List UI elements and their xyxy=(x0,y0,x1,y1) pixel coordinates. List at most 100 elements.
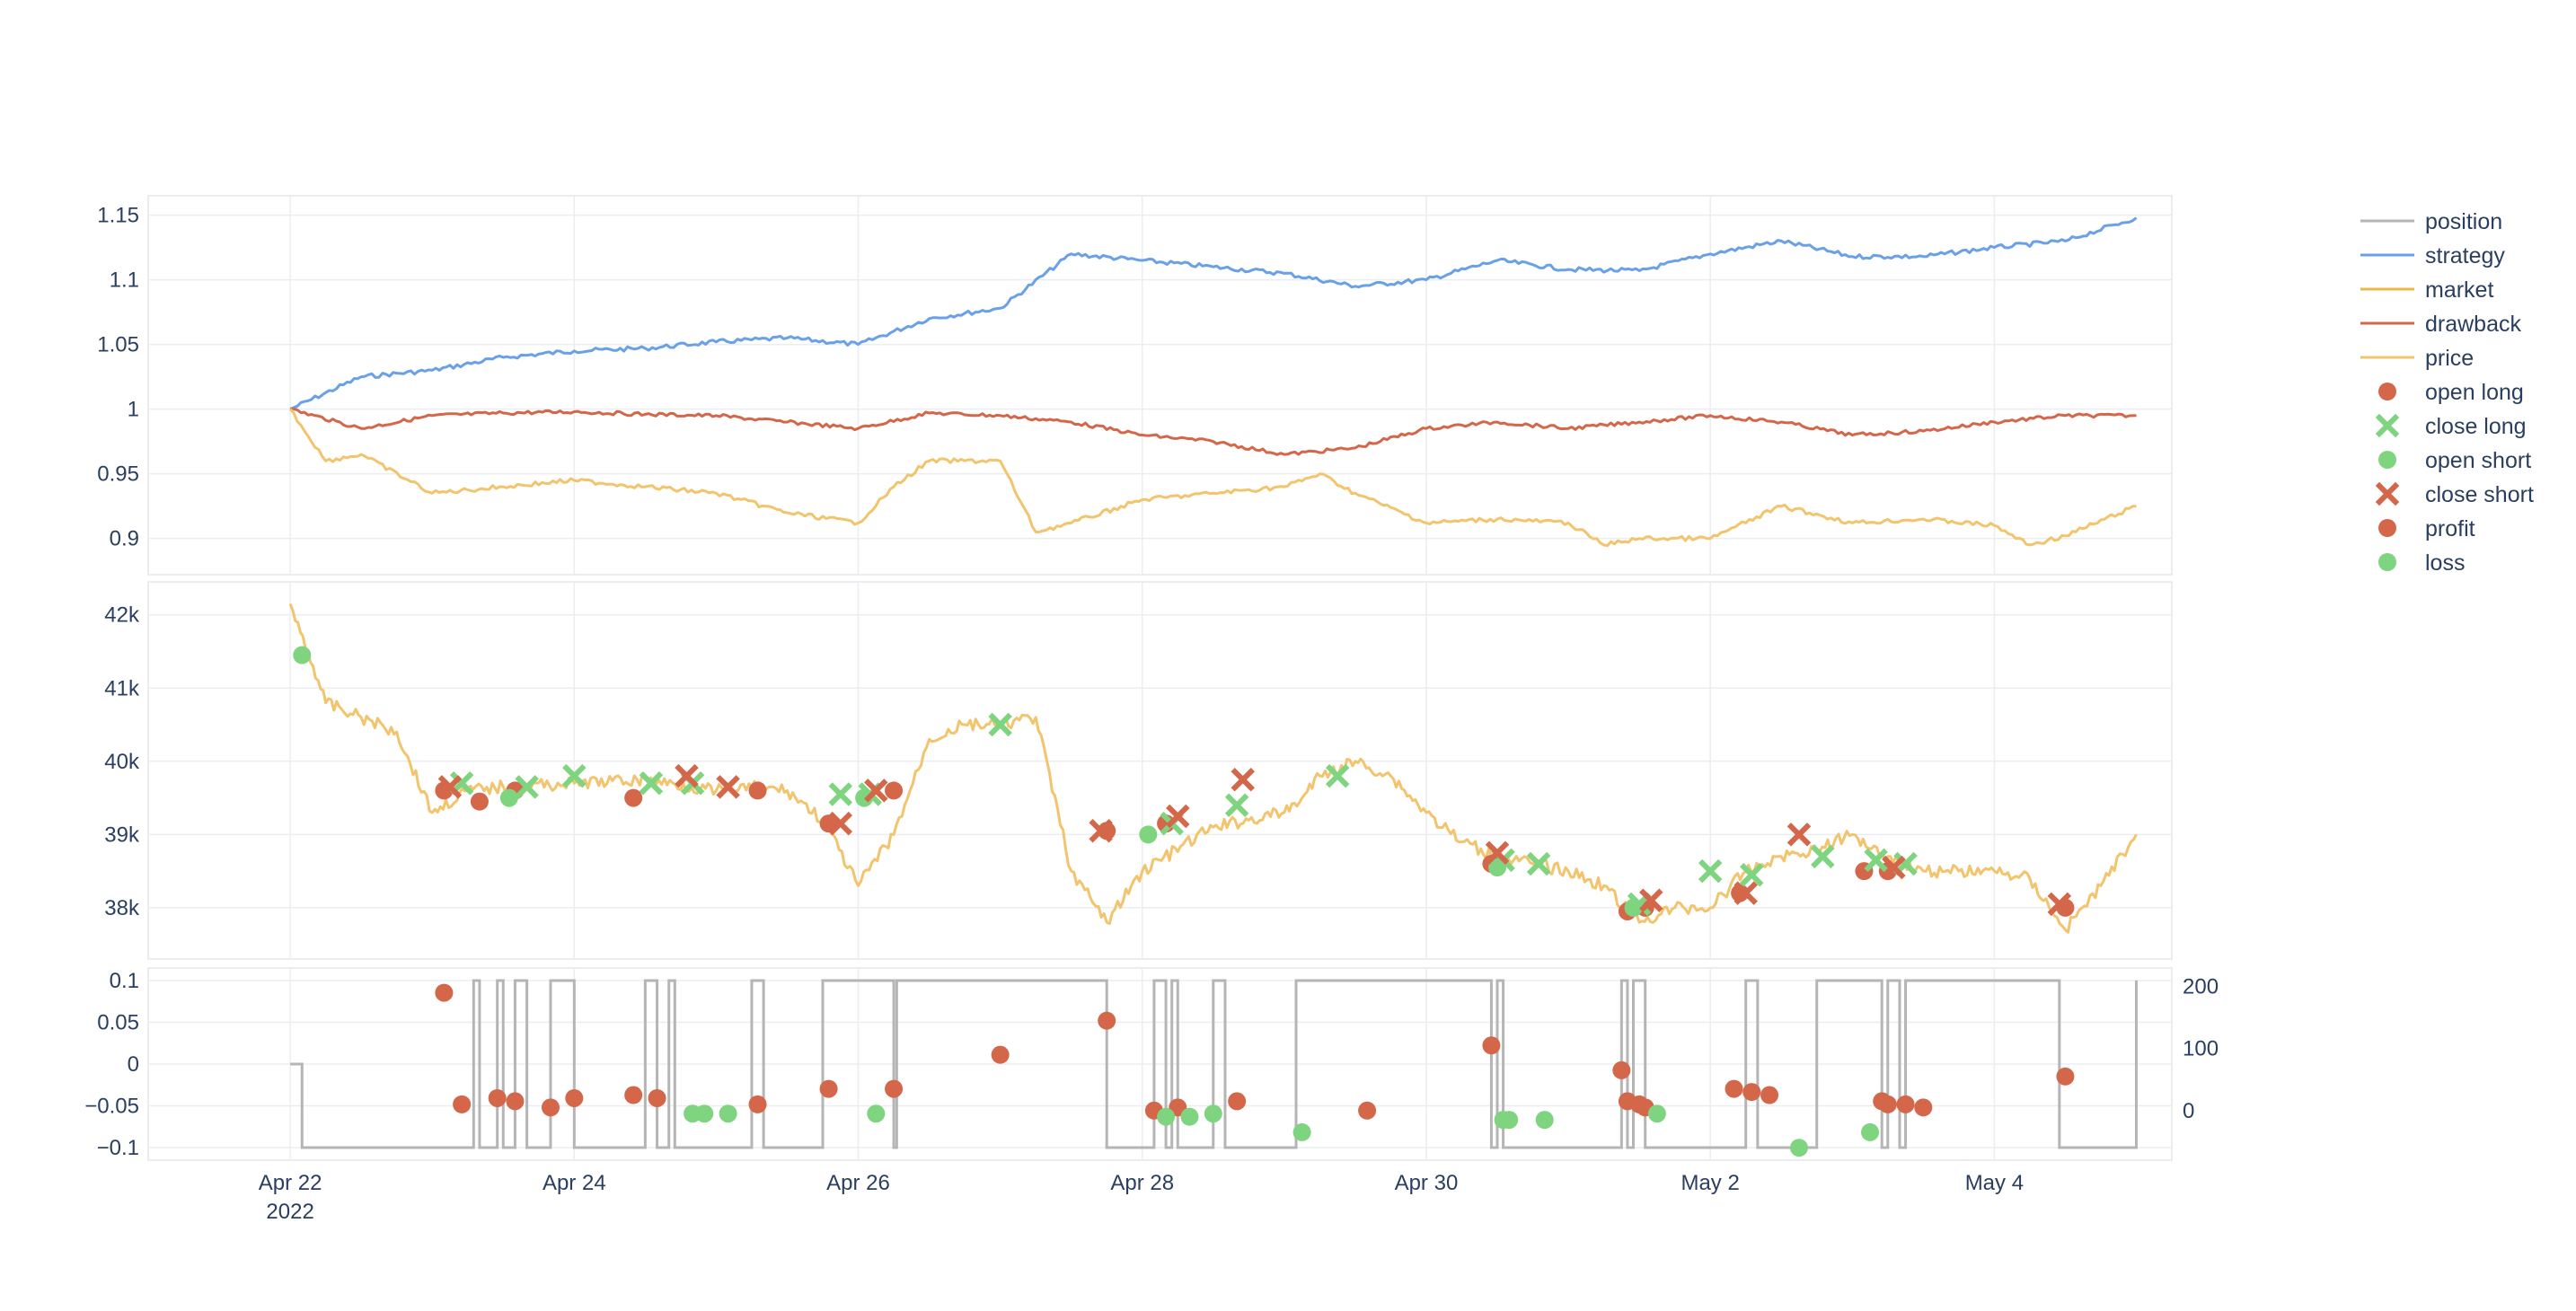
legend-item-drawback[interactable]: drawback xyxy=(2360,312,2521,337)
close-short-marker xyxy=(2047,892,2072,917)
open-long-marker xyxy=(470,792,489,811)
drawback-line xyxy=(290,408,2137,456)
legend-circle-swatch xyxy=(2378,553,2396,571)
close-long-marker xyxy=(1325,763,1350,788)
legend-item-open-short[interactable]: open short xyxy=(2378,448,2531,473)
close-short-marker xyxy=(716,775,740,799)
price-line xyxy=(288,603,2138,934)
open-long-marker xyxy=(885,781,904,800)
loss-marker xyxy=(1180,1107,1199,1126)
legend-label: open long xyxy=(2425,380,2524,405)
close-short-marker xyxy=(1485,840,1510,865)
legend-x-swatch xyxy=(2375,413,2400,438)
legend-item-position[interactable]: position xyxy=(2360,209,2502,234)
legend-circle-swatch xyxy=(2378,383,2396,400)
profit-marker xyxy=(1742,1083,1761,1102)
price-y-tick-label: 40k xyxy=(104,750,140,774)
loss-marker xyxy=(1535,1111,1554,1130)
profit-marker xyxy=(1896,1095,1915,1113)
legend-item-loss[interactable]: loss xyxy=(2378,550,2465,576)
profit-marker xyxy=(885,1079,904,1098)
position-y-tick-label: 0.05 xyxy=(97,1010,139,1034)
profit-marker xyxy=(648,1088,666,1107)
price-y-tick-label: 39k xyxy=(104,823,140,847)
profit-marker xyxy=(1358,1101,1377,1120)
legend-label: price xyxy=(2425,346,2474,371)
legend-item-strategy[interactable]: strategy xyxy=(2360,243,2505,268)
legend-label: profit xyxy=(2425,516,2475,541)
legend-item-market[interactable]: market xyxy=(2360,277,2493,303)
performance-y-tick-label: 0.95 xyxy=(97,462,139,487)
profit-marker xyxy=(1760,1086,1779,1104)
close-long-marker xyxy=(1526,851,1551,876)
close-short-marker xyxy=(1786,823,1812,847)
performance-y-tick-label: 1.05 xyxy=(97,333,139,357)
loss-marker xyxy=(1647,1104,1666,1123)
close-short-marker xyxy=(437,775,463,799)
legend-item-close-short[interactable]: close short xyxy=(2375,481,2534,507)
profit-marker xyxy=(1482,1036,1501,1055)
x-tick-label: May 4 xyxy=(1965,1171,2024,1195)
open-long-marker xyxy=(748,781,767,800)
close-short-marker xyxy=(1089,819,1113,843)
close-short-marker xyxy=(1734,881,1758,905)
x-tick-label: May 2 xyxy=(1681,1171,1739,1195)
price-y-tick-label: 38k xyxy=(104,896,140,920)
position-y-tick-label: −0.1 xyxy=(97,1136,139,1160)
legend-item-price[interactable]: price xyxy=(2360,346,2474,371)
profit-marker xyxy=(1612,1060,1631,1079)
legend-x-swatch xyxy=(2375,481,2400,506)
position-line xyxy=(290,979,2138,1149)
legend-item-open-long[interactable]: open long xyxy=(2378,380,2524,405)
performance-y-tick-label: 1 xyxy=(128,398,139,422)
legend-label: strategy xyxy=(2425,243,2505,268)
close-long-marker xyxy=(515,775,539,799)
close-long-marker xyxy=(1864,848,1888,873)
open-short-marker xyxy=(499,788,518,807)
x-tick-label: Apr 24 xyxy=(543,1171,606,1195)
legend-item-close-long[interactable]: close long xyxy=(2375,413,2527,439)
close-long-marker xyxy=(639,771,664,796)
open-short-marker xyxy=(293,646,312,664)
close-short-marker xyxy=(675,763,699,788)
chart-panels: 1.15 1.1 1.05 1 0.95 0.9 42k 41k 40k 39k 38k 0.1 0.0… xyxy=(84,195,2219,1224)
loss-marker xyxy=(1500,1111,1519,1130)
x-tick-label: 2022 xyxy=(266,1200,313,1224)
legend-circle-swatch xyxy=(2378,451,2396,469)
price-y-tick-label: 42k xyxy=(104,603,140,628)
position-y-tick-label: −0.05 xyxy=(84,1095,139,1119)
close-short-marker xyxy=(1882,855,1906,880)
close-long-marker xyxy=(988,712,1012,737)
profit-marker xyxy=(565,1088,584,1107)
close-long-marker xyxy=(1224,793,1249,817)
x-tick-label: Apr 26 xyxy=(826,1171,890,1195)
legend-label: close short xyxy=(2425,482,2534,507)
close-long-marker xyxy=(562,763,587,788)
profit-marker xyxy=(991,1045,1010,1064)
loss-marker xyxy=(1861,1122,1880,1141)
loss-marker xyxy=(719,1104,737,1123)
close-long-marker xyxy=(1811,844,1835,869)
position-y-tick-label: 0.1 xyxy=(110,969,139,993)
legend-item-profit[interactable]: profit xyxy=(2378,516,2475,541)
strategy-line xyxy=(289,216,2138,410)
performance-y-tick-label: 0.9 xyxy=(110,527,139,551)
legend-circle-swatch xyxy=(2378,519,2396,537)
profit-marker xyxy=(506,1092,525,1111)
close-short-marker xyxy=(1166,804,1190,829)
profit-marker xyxy=(1228,1092,1247,1111)
loss-marker xyxy=(1157,1107,1176,1126)
profit-marker xyxy=(748,1095,767,1113)
profit-marker xyxy=(453,1095,472,1113)
profit-marker xyxy=(1914,1098,1933,1117)
price-y-tick-label: 41k xyxy=(104,676,140,700)
performance-y-tick-label: 1.1 xyxy=(110,268,139,293)
legend[interactable]: position strategy market drawback price open … xyxy=(2360,209,2534,576)
x-tick-label: Apr 22 xyxy=(259,1171,322,1195)
close-short-marker xyxy=(864,779,888,803)
close-short-marker xyxy=(828,811,853,836)
open-short-marker xyxy=(1139,825,1158,844)
profit-marker xyxy=(2056,1067,2075,1086)
close-long-marker xyxy=(1740,862,1764,887)
